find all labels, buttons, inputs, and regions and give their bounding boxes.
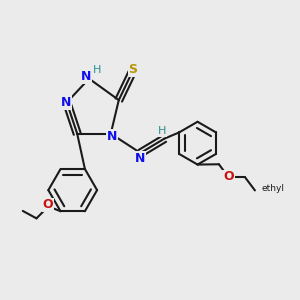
Text: N: N — [61, 96, 71, 109]
Text: S: S — [128, 63, 137, 76]
Text: N: N — [135, 152, 146, 165]
Text: N: N — [81, 70, 91, 83]
Text: H: H — [93, 65, 102, 75]
Text: H: H — [158, 126, 166, 136]
Text: O: O — [42, 199, 53, 212]
Text: N: N — [106, 130, 117, 143]
Text: O: O — [223, 170, 234, 183]
Text: ethyl: ethyl — [262, 184, 284, 194]
